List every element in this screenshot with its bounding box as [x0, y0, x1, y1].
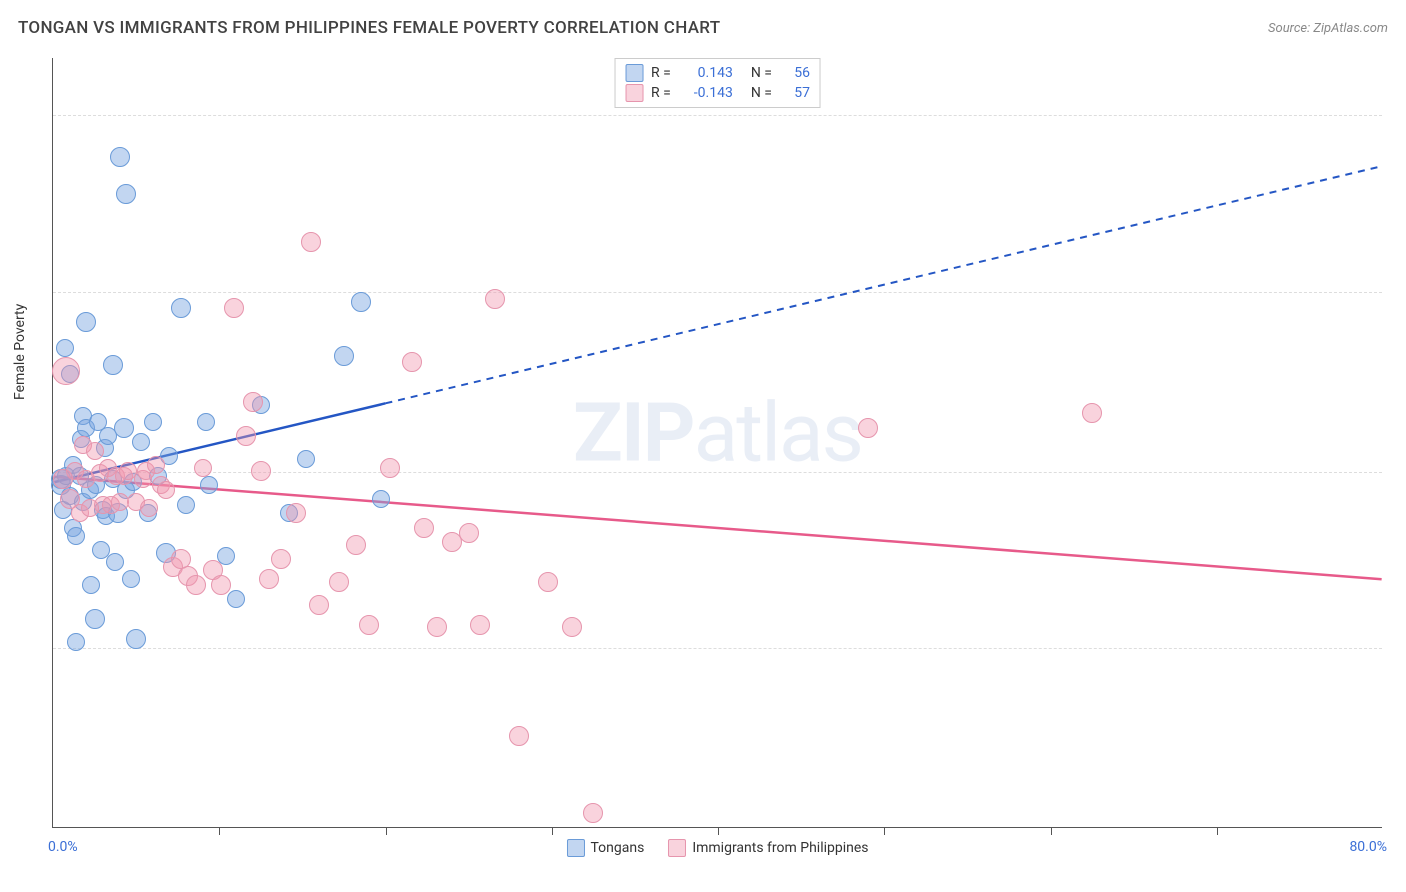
y-tick-label: 12.5% [1389, 464, 1406, 480]
data-point [346, 535, 366, 555]
data-point [297, 450, 315, 468]
data-point [227, 590, 245, 608]
legend-r-value: -0.143 [679, 85, 733, 101]
x-tick [1051, 827, 1052, 835]
data-point [243, 392, 263, 412]
legend-n-value: 57 [780, 85, 810, 101]
data-point [200, 476, 218, 494]
data-point [224, 298, 244, 318]
data-point [144, 413, 162, 431]
data-point [509, 726, 529, 746]
data-point [236, 426, 256, 446]
data-point [52, 357, 80, 385]
data-point [858, 418, 878, 438]
data-point [177, 496, 195, 514]
data-point [271, 549, 291, 569]
legend-row: R = -0.143 N = 57 [625, 83, 810, 103]
watermark: ZIPatlas [573, 385, 862, 481]
data-point [132, 433, 150, 451]
data-point [171, 298, 191, 318]
data-point [82, 576, 100, 594]
data-point [122, 570, 140, 588]
gridline [53, 648, 1382, 649]
data-point [329, 572, 349, 592]
data-point [67, 633, 85, 651]
gridline [53, 115, 1382, 116]
x-tick [219, 827, 220, 835]
legend-swatch [625, 64, 643, 82]
y-tick-label: 6.3% [1389, 640, 1406, 656]
legend-row: R = 0.143 N = 56 [625, 63, 810, 83]
data-point [470, 615, 490, 635]
data-point [359, 615, 379, 635]
data-point [85, 609, 105, 629]
series-label: Tongans [590, 840, 644, 856]
data-point [538, 572, 558, 592]
data-point [459, 523, 479, 543]
data-point [56, 339, 74, 357]
legend-n-label: N = [751, 65, 772, 81]
data-point [194, 459, 212, 477]
y-axis-label: Female Poverty [12, 304, 28, 400]
data-point [211, 575, 231, 595]
x-tick [552, 827, 553, 835]
legend-n-value: 56 [780, 65, 810, 81]
data-point [402, 352, 422, 372]
source-attribution: Source: ZipAtlas.com [1268, 21, 1388, 36]
legend-r-value: 0.143 [679, 65, 733, 81]
x-tick [718, 827, 719, 835]
legend-swatch [668, 839, 686, 857]
data-point [351, 292, 371, 312]
legend-swatch [566, 839, 584, 857]
data-point [114, 418, 134, 438]
data-point [157, 481, 175, 499]
legend-n-label: N = [751, 85, 772, 101]
data-point [251, 461, 271, 481]
data-point [485, 289, 505, 309]
x-tick [884, 827, 885, 835]
data-point [103, 355, 123, 375]
data-point [427, 617, 447, 637]
series-legend-item: Tongans [566, 839, 644, 857]
data-point [583, 803, 603, 823]
data-point [562, 617, 582, 637]
data-point [380, 458, 400, 478]
series-legend-item: Immigrants from Philippines [668, 839, 868, 857]
data-point [286, 503, 306, 523]
data-point [67, 527, 85, 545]
data-point [259, 569, 279, 589]
x-axis-max: 80.0% [1349, 839, 1387, 855]
series-legend: Tongans Immigrants from Philippines [566, 839, 868, 857]
gridline [53, 292, 1382, 293]
legend-r-label: R = [651, 85, 671, 101]
data-point [414, 518, 434, 538]
x-tick [1217, 827, 1218, 835]
data-point [186, 575, 206, 595]
data-point [140, 499, 158, 517]
series-label: Immigrants from Philippines [692, 840, 868, 856]
data-point [301, 232, 321, 252]
data-point [126, 629, 146, 649]
data-point [309, 595, 329, 615]
data-point [1082, 403, 1102, 423]
x-tick [386, 827, 387, 835]
legend-r-label: R = [651, 65, 671, 81]
legend-swatch [625, 84, 643, 102]
y-tick-label: 25.0% [1389, 107, 1406, 123]
scatter-plot: ZIPatlas 6.3%12.5%18.8%25.0% R =0.143N =… [52, 58, 1382, 828]
data-point [147, 456, 165, 474]
data-point [116, 184, 136, 204]
data-point [372, 490, 390, 508]
data-point [334, 346, 354, 366]
data-point [86, 442, 104, 460]
data-point [106, 553, 124, 571]
data-point [110, 147, 130, 167]
data-point [197, 413, 215, 431]
y-tick-label: 18.8% [1389, 284, 1406, 300]
chart-title: TONGAN VS IMMIGRANTS FROM PHILIPPINES FE… [18, 18, 720, 38]
data-point [111, 493, 129, 511]
correlation-legend: R = 0.143 N = 56 R = -0.143 N = 57 [614, 58, 821, 108]
x-axis-origin: 0.0% [48, 839, 78, 855]
data-point [76, 312, 96, 332]
